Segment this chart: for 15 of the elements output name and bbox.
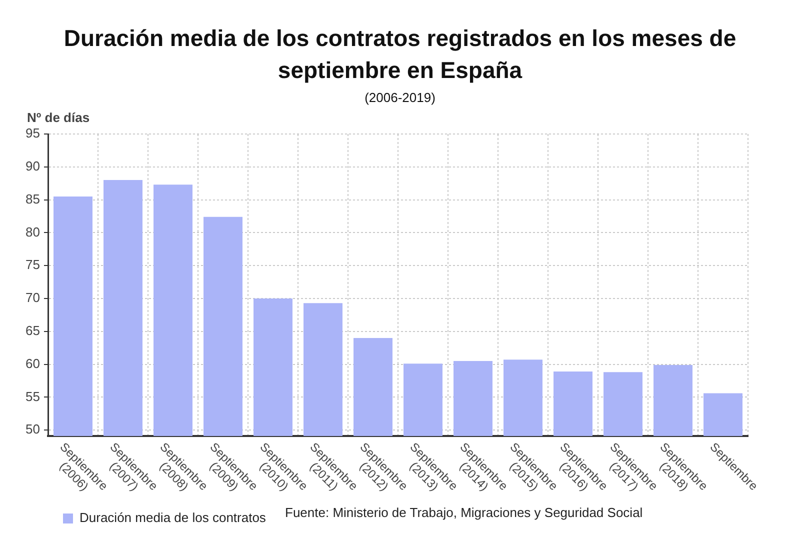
y-tick-label: 50 (26, 422, 40, 437)
y-tick-label: 85 (26, 191, 40, 206)
source-note: Fuente: Ministerio de Trabajo, Migraciones y Seguridad Social (285, 505, 643, 520)
y-tick-label: 60 (26, 356, 40, 371)
y-tick-label: 80 (26, 224, 40, 240)
y-tick-label: 95 (26, 126, 40, 141)
y-tick-label: 55 (26, 388, 40, 404)
legend-label: Duración media de los contratos (80, 510, 266, 526)
chart-subtitle: (2006-2019) (364, 90, 436, 105)
y-axis-title: Nº de días (27, 110, 90, 125)
y-tick-label: 65 (26, 322, 40, 338)
y-tick-label: 90 (26, 158, 40, 174)
chart-title: Duración media de los contratos registrados en los meses de septiembre en España (62, 24, 738, 85)
y-tick-label: 75 (26, 257, 40, 272)
y-tick-label: 70 (26, 290, 40, 306)
